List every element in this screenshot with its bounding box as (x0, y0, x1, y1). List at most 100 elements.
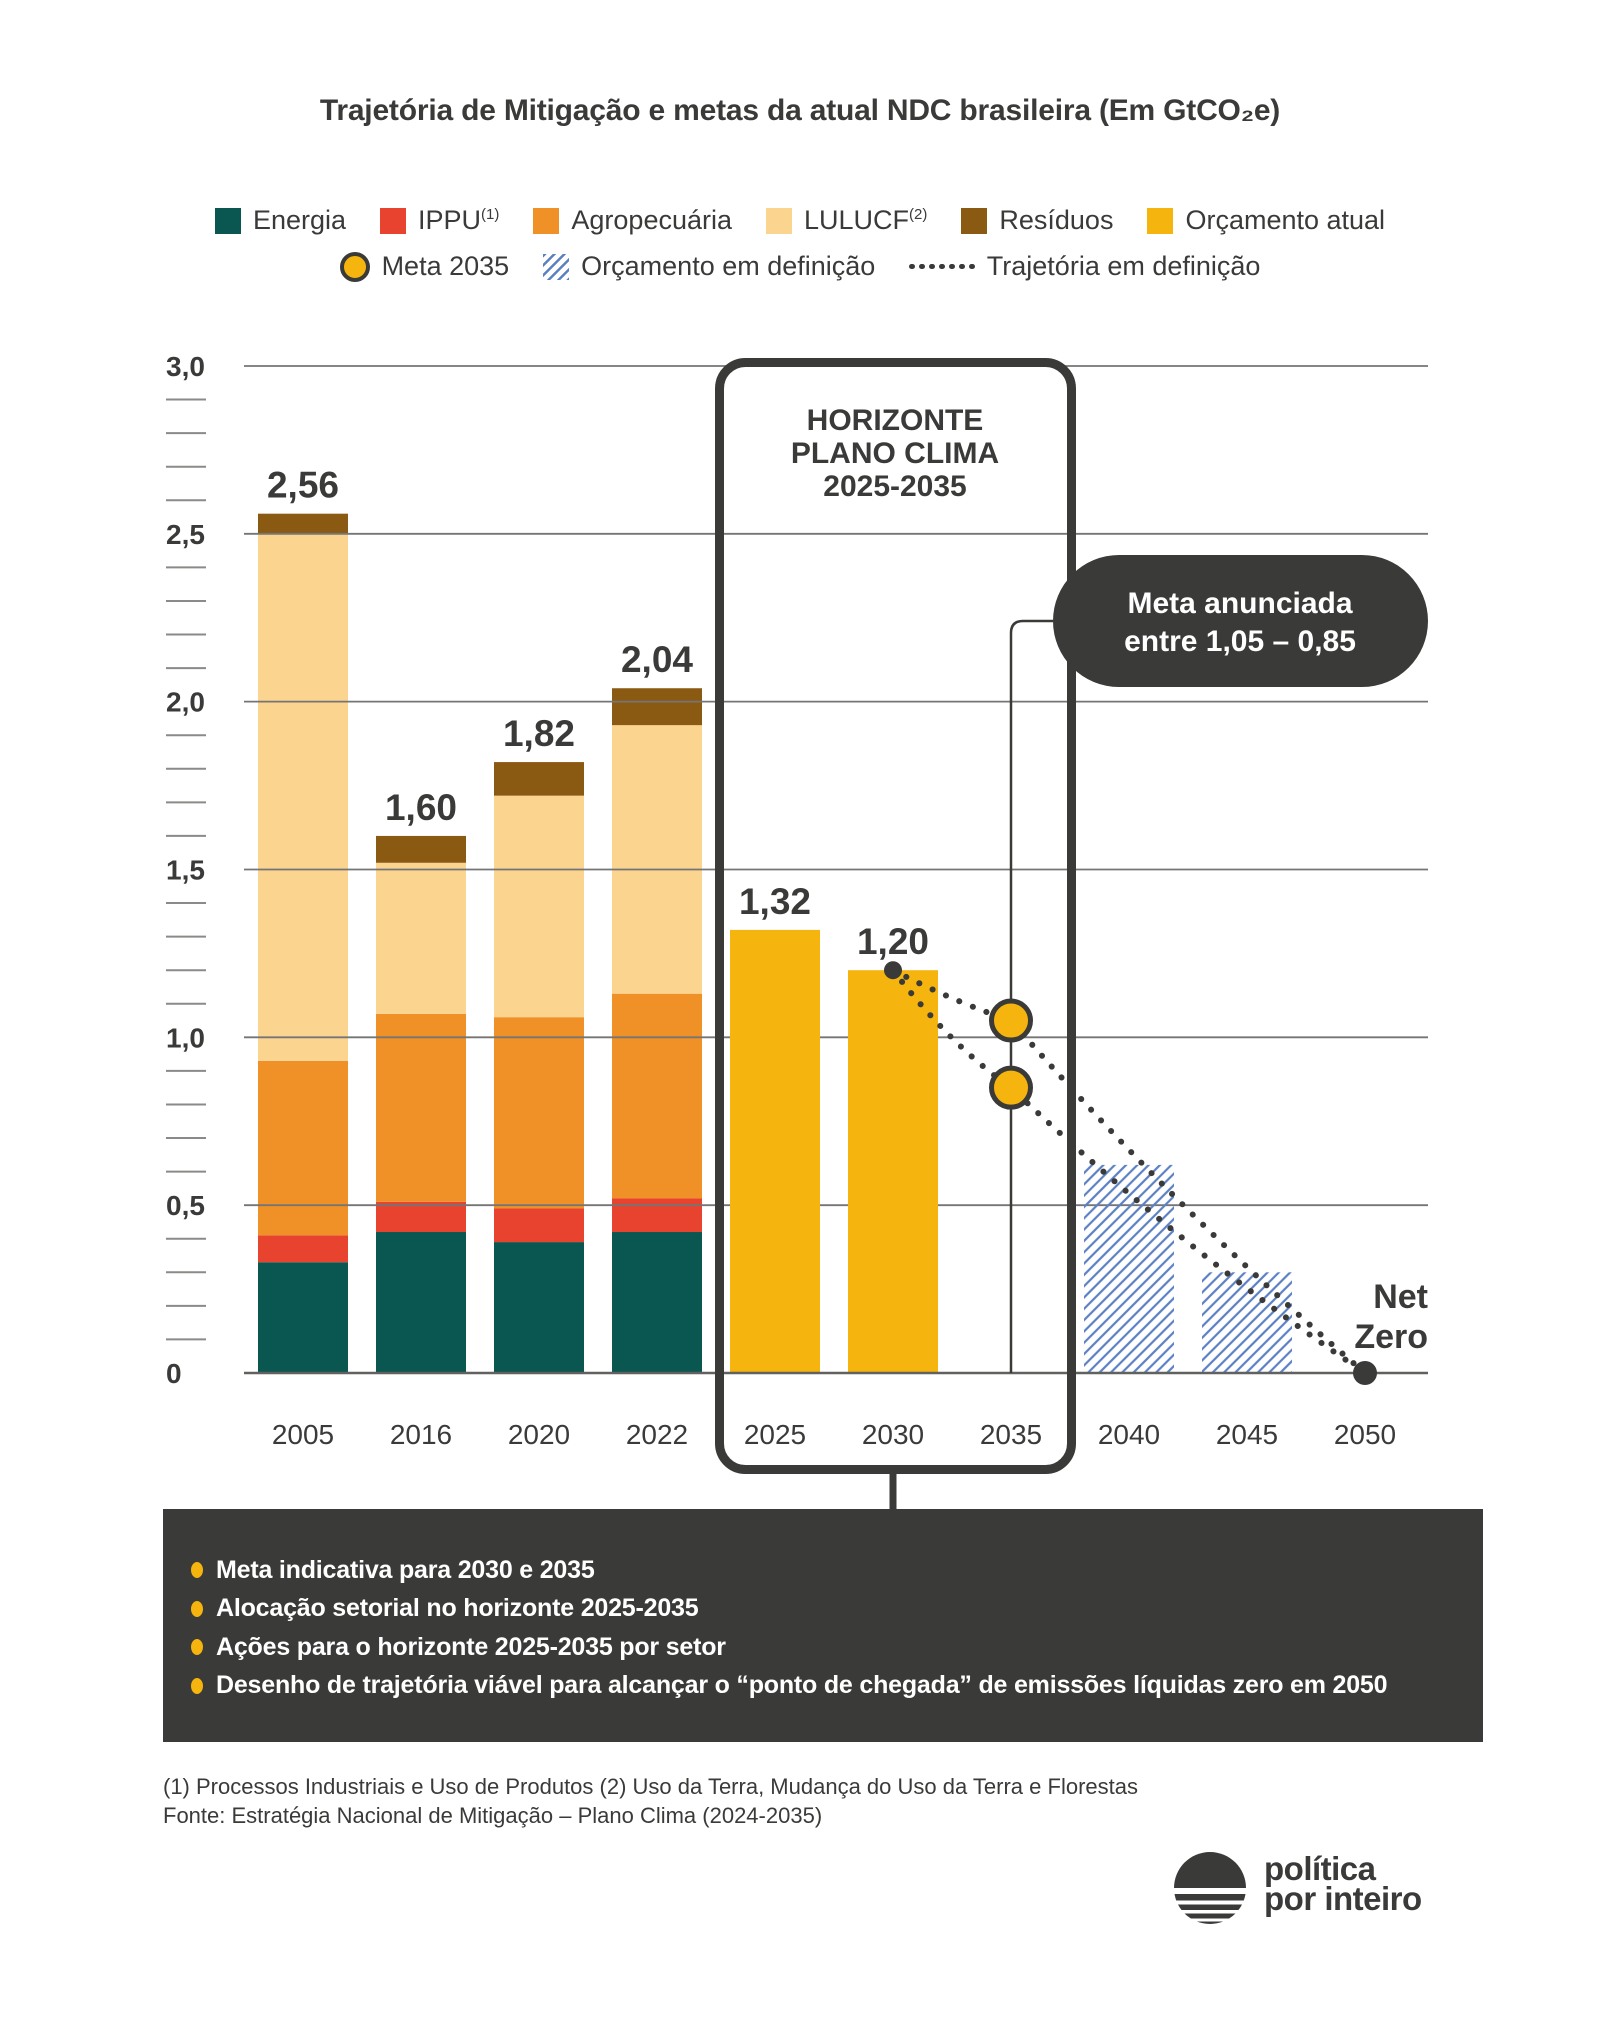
legend-label: Trajetória em definição (986, 251, 1261, 281)
bar-segment-2020-Resíduos (494, 762, 584, 796)
bar-2030-orcamento-atual (848, 970, 938, 1373)
bar-segment-2005-Energia (258, 1262, 348, 1373)
legend-item-res-duos: Resíduos (961, 205, 1113, 236)
legend-row-2: Meta 2035 Orçamento em definição Trajetóri… (0, 251, 1600, 282)
x-tick-label-2040: 2040 (1098, 1419, 1160, 1450)
y-tick-label: 1,0 (166, 1022, 205, 1053)
bullet-text: Meta indicativa para 2030 e 2035 (216, 1555, 595, 1584)
bar-2045-orcamento-em-definicao (1202, 1272, 1292, 1373)
trajectory-start-dot (884, 961, 902, 980)
legend-item-or-amento-em-defini-o: Orçamento em definição (543, 251, 875, 282)
y-axis: 3,0 2,5 2,0 1,5 1,0 0,5 0 (166, 351, 1428, 1389)
dot-icon (939, 263, 945, 270)
bar-segment-2022-LULUCF (612, 725, 702, 994)
legend-label: Orçamento em definição (581, 251, 876, 281)
bullet-dot-icon (191, 1639, 203, 1656)
x-tick-label-2050: 2050 (1334, 1419, 1396, 1450)
bar-total-label-2025: 1,32 (739, 881, 811, 922)
meta-2035-marker (989, 998, 1033, 1043)
legend-swatch-dots-icon (909, 263, 975, 270)
dot-icon (969, 263, 975, 270)
net-zero-label: Net (1373, 1278, 1428, 1316)
panel-bullet: Desenho de trajetória viável para alcanç… (191, 1667, 1463, 1706)
bar-total-label-2020: 1,82 (503, 713, 575, 754)
bar-2025-orcamento-atual (730, 929, 820, 1373)
legend-item-lulucf: LULUCF(2) (766, 205, 927, 236)
panel-bullet: Ações para o horizonte 2025-2035 por set… (191, 1628, 1463, 1667)
y-tick-label: 1,5 (166, 854, 205, 885)
legend-row-1: Energia IPPU(1) Agropecuária LULUCF(2) Resíd… (0, 205, 1600, 236)
bullet-dot-icon (191, 1562, 203, 1579)
meta-callout (1053, 555, 1428, 687)
legend-label: Meta 2035 (381, 251, 510, 281)
meta-callout-label: Meta anunciada (1127, 587, 1352, 620)
footnote-line-1: (1) Processos Industriais e Uso de Produ… (163, 1774, 1138, 1799)
bar-total-label-2030: 1,20 (857, 921, 929, 962)
legend-label: Resíduos (999, 205, 1114, 235)
horizonte-box-label: HORIZONTE (807, 404, 984, 437)
bullet-text: Desenho de trajetória viável para alcanç… (216, 1671, 1388, 1700)
dot-icon (919, 263, 925, 270)
bar-segment-2020-Energia (494, 1242, 584, 1373)
bar-segment-2020-Agropecuária (494, 1017, 584, 1209)
legend: Energia IPPU(1) Agropecuária LULUCF(2) Resíd… (0, 205, 1600, 297)
bar-segment-2020-LULUCF (494, 795, 584, 1018)
legend-item-trajet-ria-em-defini-o: Trajetória em definição (909, 251, 1260, 282)
dot-icon (959, 263, 965, 270)
logo-line-2: por inteiro (1264, 1880, 1422, 1917)
bar-segment-2016-IPPU (376, 1201, 466, 1233)
horizonte-box-label: 2025-2035 (823, 470, 966, 503)
y-tick-label: 3,0 (166, 351, 205, 382)
x-tick-label-2030: 2030 (862, 1419, 924, 1450)
panel-bullet: Meta indicativa para 2030 e 2035 (191, 1551, 1463, 1590)
legend-swatch-square-icon (533, 207, 560, 234)
bar-segment-2022-Energia (612, 1232, 702, 1373)
legend-label: Orçamento atual (1185, 205, 1386, 235)
bar-total-label-2022: 2,04 (621, 639, 693, 680)
legend-swatch-circle-icon (339, 251, 370, 282)
bullet-list: Meta indicativa para 2030 e 2035 Alocação… (163, 1509, 1483, 1705)
bar-segment-2022-Resíduos (612, 688, 702, 726)
summary-panel: Meta indicativa para 2030 e 2035 Alocação… (163, 1509, 1483, 1742)
meta-2035-marker (989, 1065, 1033, 1110)
dot-icon (909, 263, 915, 270)
legend-item-ippu: IPPU(1) (380, 205, 499, 236)
legend-swatch-square-icon (961, 207, 988, 234)
legend-swatch-square-icon (214, 207, 241, 234)
panel-bullet: Alocação setorial no horizonte 2025-2035 (191, 1590, 1463, 1629)
horizonte-box-label: PLANO CLIMA (791, 437, 999, 470)
y-tick-label: 0 (166, 1358, 182, 1389)
legend-item-or-amento-atual: Orçamento atual (1147, 205, 1385, 236)
x-tick-label-2035: 2035 (980, 1419, 1042, 1450)
legend-swatch-square-icon (380, 207, 407, 234)
logo: política por inteiro (1170, 1848, 1422, 1928)
y-tick-label: 0,5 (166, 1190, 205, 1221)
logo-wordmark: política por inteiro (1264, 1848, 1422, 1917)
bar-segment-2005-LULUCF (258, 533, 348, 1061)
bar-segment-2020-IPPU (494, 1208, 584, 1243)
trajectory-upper-dotted (890, 967, 1368, 1376)
bar-segment-2016-Resíduos (376, 835, 466, 863)
logo-line-1: política (1264, 1850, 1376, 1887)
net-zero-label: Zero (1354, 1318, 1428, 1356)
legend-item-energia: Energia (214, 205, 347, 236)
bar-segment-2005-Resíduos (258, 513, 348, 534)
dot-icon (949, 263, 955, 270)
legend-label: Energia (252, 205, 347, 235)
bullet-dot-icon (191, 1600, 203, 1617)
historical-stacked-bars (258, 513, 702, 1373)
legend-label: LULUCF(2) (804, 205, 928, 235)
bar-segment-2016-LULUCF (376, 862, 466, 1014)
callout-leader-line (1009, 619, 1053, 1373)
legend-label: IPPU(1) (418, 205, 500, 235)
x-tick-label-2045: 2045 (1216, 1419, 1278, 1450)
bar-segment-2005-IPPU (258, 1235, 348, 1263)
bar-segment-2016-Energia (376, 1232, 466, 1373)
chart-title: Trajetória de Mitigação e metas da atual… (319, 94, 1281, 127)
legend-item-agropecu-ria: Agropecuária (533, 205, 732, 236)
trajectory-lower-dotted (890, 967, 1368, 1376)
legend-swatch-hatch-icon (543, 253, 570, 280)
x-tick-label-2025: 2025 (744, 1419, 806, 1450)
x-tick-label-2022: 2022 (626, 1419, 688, 1450)
